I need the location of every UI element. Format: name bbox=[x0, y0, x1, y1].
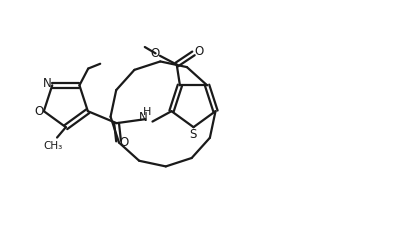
Text: N: N bbox=[43, 77, 51, 90]
Text: O: O bbox=[194, 45, 203, 58]
Text: O: O bbox=[34, 105, 43, 118]
Text: N: N bbox=[139, 111, 148, 124]
Text: O: O bbox=[150, 47, 159, 60]
Text: O: O bbox=[119, 136, 128, 149]
Text: H: H bbox=[143, 107, 152, 117]
Text: S: S bbox=[189, 128, 196, 141]
Text: CH₃: CH₃ bbox=[43, 141, 62, 151]
